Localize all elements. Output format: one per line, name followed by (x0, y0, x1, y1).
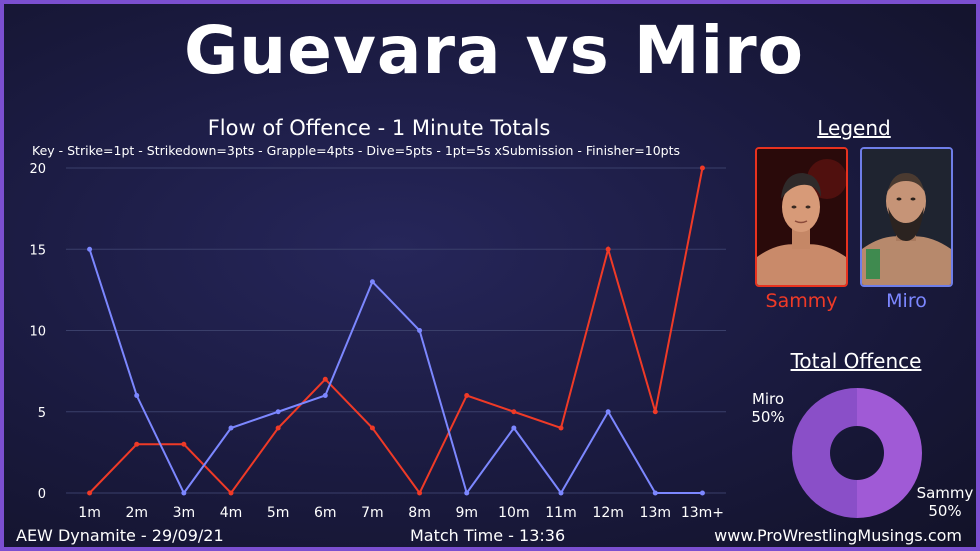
data-point-miro (228, 425, 234, 431)
x-tick-label: 4m (220, 505, 243, 521)
data-point-miro (181, 490, 187, 496)
data-point-sammy (652, 409, 658, 415)
data-point-miro (134, 393, 140, 398)
y-tick-label: 15 (29, 243, 46, 258)
x-tick-label: 13m+ (681, 505, 724, 521)
data-point-miro (275, 409, 281, 415)
pie-title: Total Offence (790, 349, 922, 373)
match-time: Match Time - 13:36 (410, 526, 566, 545)
pie-label-sammy-value: 50% (928, 502, 962, 520)
pie-slice-miro (792, 388, 857, 518)
x-tick-label: 10m (498, 505, 529, 521)
x-tick-label: 1m (78, 505, 101, 521)
y-tick-label: 5 (38, 406, 46, 421)
page-title: Guevara vs Miro (183, 12, 805, 89)
data-point-sammy (275, 425, 281, 431)
data-point-miro (87, 246, 93, 252)
data-point-sammy (228, 490, 234, 496)
y-tick-label: 0 (38, 487, 46, 502)
pie-slice-sammy (857, 388, 922, 518)
data-point-sammy (511, 409, 517, 415)
data-point-sammy (322, 376, 328, 382)
y-tick-label: 20 (29, 162, 46, 177)
series-line-sammy (88, 167, 704, 495)
data-point-sammy (417, 490, 423, 496)
data-point-miro (417, 328, 423, 333)
pie-label-sammy-name: Sammy (916, 484, 974, 502)
miro-photo (860, 147, 953, 287)
series-line-miro (88, 248, 703, 496)
data-point-miro (605, 409, 611, 415)
x-tick-label: 13m (640, 505, 671, 521)
x-tick-label: 3m (173, 505, 196, 521)
show-date: AEW Dynamite - 29/09/21 (16, 526, 224, 545)
data-point-miro (322, 393, 328, 398)
data-point-miro (511, 425, 517, 431)
data-point-miro (369, 279, 375, 285)
pie-label-sammy: Sammy 50% (910, 484, 980, 520)
x-tick-label: 8m (408, 505, 431, 521)
data-point-miro (652, 490, 658, 496)
data-point-sammy (699, 165, 705, 171)
pie-label-miro-name: Miro (751, 390, 785, 408)
line-chart: 0 5 10 15 20 1m 2m 3m 4m 5m 6m 7m 8m 9m 10m 11m 12m 13m 13… (4, 154, 744, 528)
data-point-sammy (181, 441, 187, 447)
x-tick-label: 7m (361, 505, 384, 521)
y-tick-label: 10 (29, 325, 46, 340)
x-tick-label: 11m (545, 505, 576, 521)
data-point-sammy (605, 246, 611, 252)
pie-label-miro-value: 50% (751, 408, 785, 426)
x-tick-label: 2m (125, 505, 148, 521)
data-point-sammy (369, 425, 375, 431)
x-tick-label: 5m (267, 505, 290, 521)
x-tick-label: 9m (455, 505, 478, 521)
chart-subtitle: Flow of Offence - 1 Minute Totals (207, 116, 551, 140)
data-point-sammy (134, 441, 140, 447)
pie-chart (792, 388, 922, 518)
legend-entry-sammy: Sammy (765, 290, 838, 312)
scoring-key: Key - Strike=1pt - Strikedown=3pts - Gra… (32, 143, 681, 158)
legend-title: Legend (817, 116, 891, 140)
line-chart-svg: 0 5 10 15 20 1m 2m 3m 4m 5m 6m 7m 8m 9m 10m 11m 12m 13m 13… (29, 162, 726, 521)
x-tick-label: 6m (314, 505, 337, 521)
x-tick-label: 12m (592, 505, 623, 521)
data-point-sammy (87, 490, 93, 496)
website-link[interactable]: www.ProWrestlingMusings.com (714, 526, 962, 545)
data-point-miro (699, 490, 705, 496)
data-point-miro (464, 490, 470, 496)
data-point-miro (558, 490, 564, 496)
data-point-sammy (464, 393, 470, 398)
pie-label-miro: Miro 50% (746, 390, 790, 426)
data-point-sammy (558, 425, 564, 431)
sammy-photo (755, 147, 848, 287)
legend-entry-miro: Miro (886, 290, 927, 312)
